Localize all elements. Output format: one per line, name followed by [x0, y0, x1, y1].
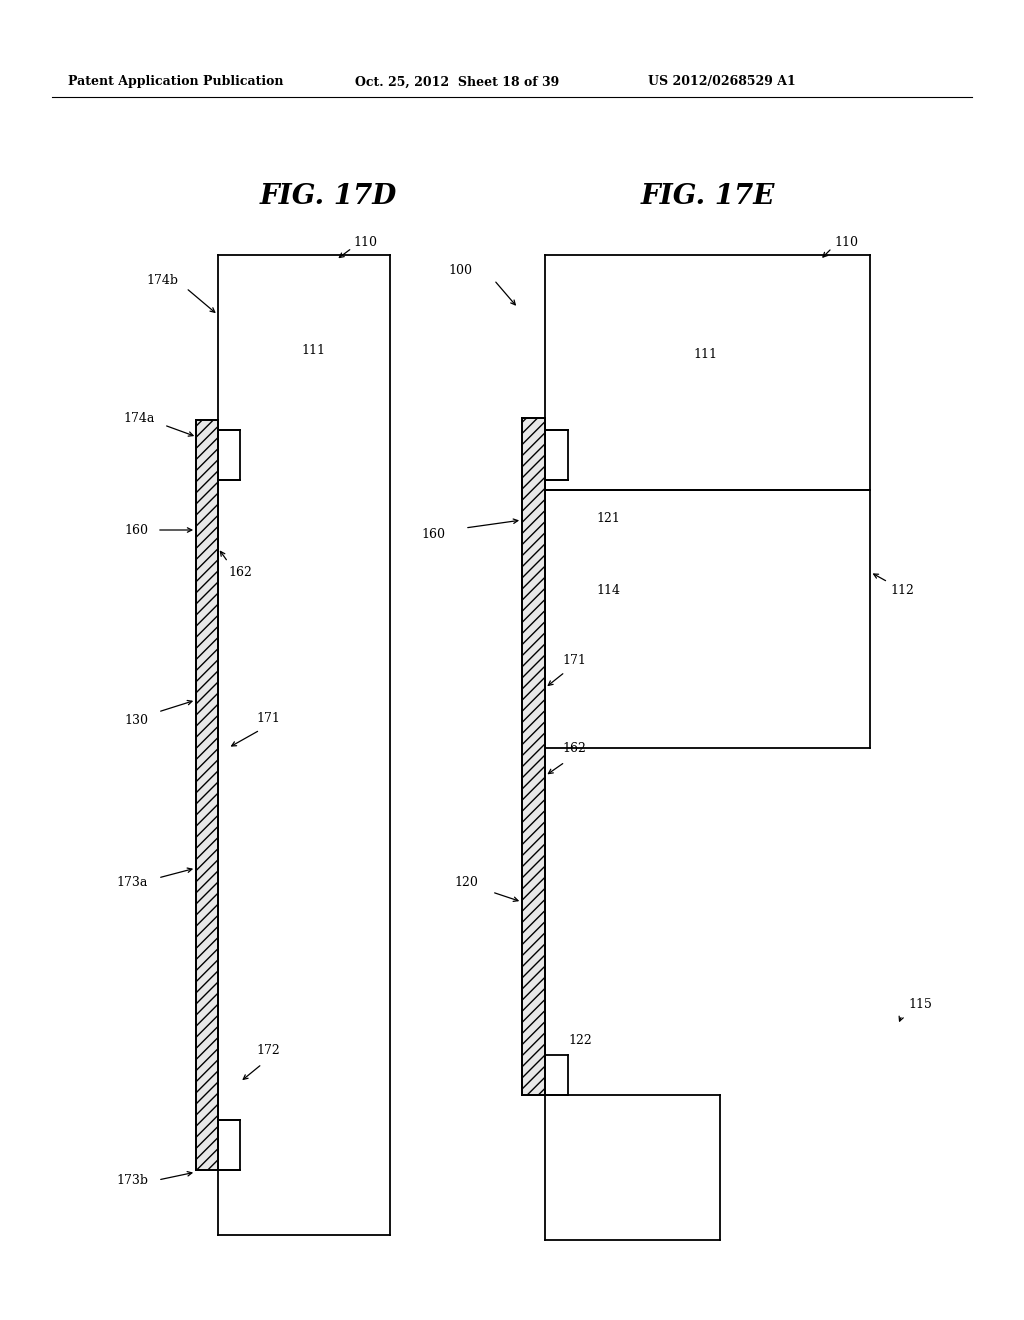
- Text: 112: 112: [890, 583, 913, 597]
- Text: 162: 162: [562, 742, 586, 755]
- Text: FIG. 17D: FIG. 17D: [259, 182, 396, 210]
- Text: 172: 172: [256, 1044, 280, 1056]
- Text: 115: 115: [908, 998, 932, 1011]
- Text: 121: 121: [596, 511, 620, 524]
- Text: 174b: 174b: [146, 273, 178, 286]
- Bar: [522, 418, 545, 1096]
- Text: 162: 162: [228, 565, 252, 578]
- Bar: [196, 420, 218, 1170]
- Text: 111: 111: [301, 343, 325, 356]
- Text: FIG. 17E: FIG. 17E: [641, 182, 775, 210]
- Text: Patent Application Publication: Patent Application Publication: [68, 75, 284, 88]
- Text: 114: 114: [596, 583, 620, 597]
- Text: 100: 100: [449, 264, 472, 276]
- Text: 173b: 173b: [116, 1173, 148, 1187]
- Text: 174a: 174a: [124, 412, 155, 425]
- Text: 171: 171: [562, 653, 586, 667]
- Text: 111: 111: [693, 348, 717, 362]
- Text: 171: 171: [256, 711, 280, 725]
- Text: 173a: 173a: [117, 875, 148, 888]
- Text: US 2012/0268529 A1: US 2012/0268529 A1: [648, 75, 796, 88]
- Text: 130: 130: [124, 714, 148, 726]
- Text: 160: 160: [124, 524, 148, 536]
- Text: 110: 110: [834, 235, 858, 248]
- Text: 122: 122: [568, 1034, 592, 1047]
- Text: Oct. 25, 2012  Sheet 18 of 39: Oct. 25, 2012 Sheet 18 of 39: [355, 75, 559, 88]
- Text: 120: 120: [454, 875, 478, 888]
- Text: 160: 160: [421, 528, 445, 541]
- Text: 110: 110: [353, 235, 377, 248]
